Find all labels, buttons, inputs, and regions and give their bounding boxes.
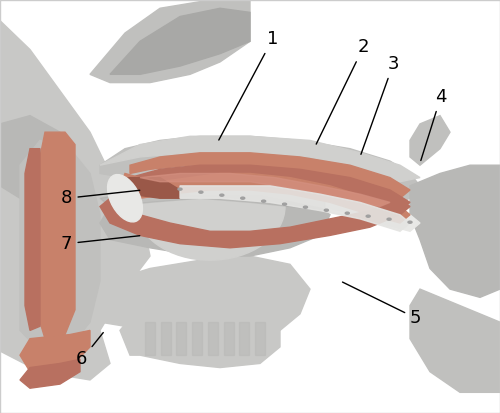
Polygon shape [190,182,420,231]
Polygon shape [45,231,65,281]
Polygon shape [20,140,100,351]
Text: 5: 5 [342,282,421,327]
Polygon shape [176,322,186,355]
Polygon shape [120,173,410,223]
Polygon shape [130,153,410,198]
Ellipse shape [387,218,391,220]
Ellipse shape [199,191,203,193]
Ellipse shape [304,206,308,208]
Polygon shape [410,116,450,165]
Text: 7: 7 [61,235,140,253]
Polygon shape [255,322,265,355]
Polygon shape [140,173,390,206]
Ellipse shape [324,209,328,211]
Ellipse shape [346,212,350,214]
Polygon shape [120,289,280,368]
Polygon shape [100,136,420,182]
Text: 3: 3 [361,55,399,154]
Polygon shape [208,322,218,355]
Polygon shape [40,132,75,339]
Polygon shape [100,186,325,211]
Ellipse shape [178,188,182,190]
Polygon shape [160,322,170,355]
Ellipse shape [108,175,142,222]
Polygon shape [90,0,250,83]
Ellipse shape [408,221,412,223]
Ellipse shape [240,197,244,199]
Polygon shape [0,116,70,206]
Text: 6: 6 [76,332,104,368]
Polygon shape [100,186,330,256]
Polygon shape [410,165,500,297]
Text: 1: 1 [219,30,278,140]
Polygon shape [20,359,80,388]
Polygon shape [90,256,310,339]
Polygon shape [45,297,65,322]
Ellipse shape [220,194,224,196]
Polygon shape [180,186,410,231]
Text: 8: 8 [61,189,140,207]
Polygon shape [410,289,500,392]
Ellipse shape [282,203,286,205]
Ellipse shape [366,215,370,217]
Polygon shape [100,198,410,248]
Polygon shape [224,322,234,355]
Text: 2: 2 [316,38,369,144]
Polygon shape [145,322,155,355]
Polygon shape [45,173,65,215]
Polygon shape [0,21,150,380]
Polygon shape [110,178,180,198]
Polygon shape [130,165,410,211]
Ellipse shape [135,153,285,260]
Polygon shape [240,322,250,355]
Text: 4: 4 [421,88,446,161]
Polygon shape [192,322,202,355]
Polygon shape [100,136,420,206]
Polygon shape [25,149,40,330]
Polygon shape [20,330,90,372]
Ellipse shape [262,200,266,202]
Polygon shape [110,8,250,74]
